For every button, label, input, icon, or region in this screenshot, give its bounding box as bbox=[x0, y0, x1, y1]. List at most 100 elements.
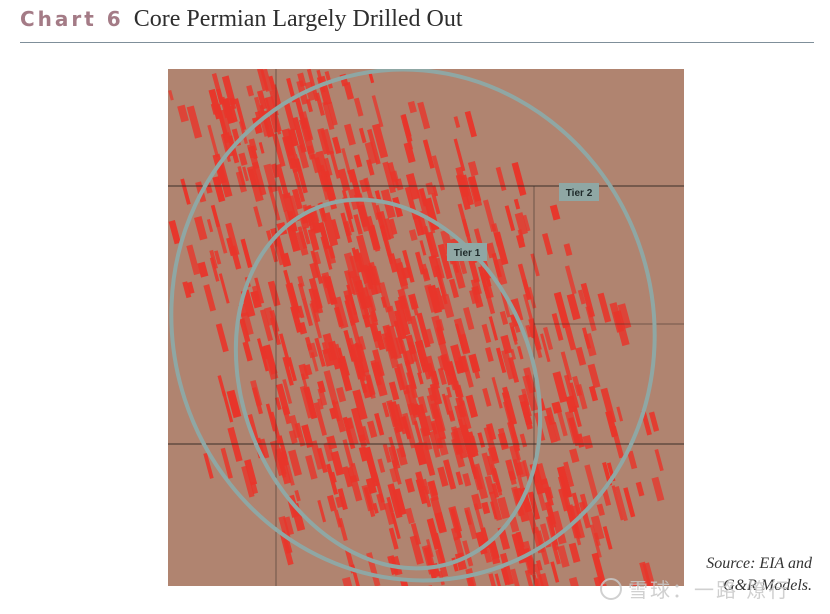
well-segment bbox=[306, 69, 320, 102]
tier-1-label: Tier 1 bbox=[454, 248, 481, 259]
well-segment bbox=[364, 141, 378, 165]
well-segment bbox=[528, 318, 542, 351]
well-segment bbox=[197, 261, 209, 278]
well-segment bbox=[579, 501, 592, 529]
well-segment bbox=[617, 303, 632, 329]
well-segment bbox=[331, 218, 341, 240]
well-segment bbox=[458, 355, 469, 373]
well-segment bbox=[430, 370, 440, 386]
well-segment bbox=[654, 449, 664, 472]
well-segment bbox=[367, 128, 381, 165]
well-segment bbox=[388, 381, 400, 401]
well-segment bbox=[297, 283, 307, 300]
well-segment bbox=[312, 221, 322, 234]
well-segment bbox=[481, 323, 492, 344]
well-segment bbox=[253, 206, 263, 228]
well-segment bbox=[522, 293, 535, 326]
well-segment bbox=[287, 128, 299, 147]
well-segment bbox=[342, 416, 356, 450]
well-segment bbox=[327, 494, 337, 512]
source-line-2: G&R Models. bbox=[723, 577, 812, 594]
well-segment bbox=[246, 85, 255, 97]
well-segment bbox=[274, 397, 282, 411]
well-segment bbox=[277, 185, 288, 212]
well-segment bbox=[356, 291, 371, 320]
well-segment bbox=[611, 485, 624, 521]
well-segment bbox=[354, 342, 364, 363]
well-segment bbox=[500, 291, 511, 318]
well-segment bbox=[563, 461, 575, 488]
well-segment bbox=[417, 101, 431, 130]
source-line-1: Source: EIA and bbox=[706, 555, 812, 572]
well-segment bbox=[558, 488, 570, 512]
well-segment bbox=[408, 293, 419, 310]
well-segment bbox=[481, 452, 493, 476]
well-segment bbox=[627, 450, 638, 470]
well-segment bbox=[382, 443, 392, 463]
tier-2-label: Tier 2 bbox=[566, 188, 593, 199]
well-segment bbox=[580, 282, 596, 318]
well-segment bbox=[462, 306, 475, 331]
well-segment bbox=[396, 447, 408, 466]
well-segment bbox=[500, 334, 513, 355]
snowball-logo-icon bbox=[600, 577, 622, 600]
well-segment bbox=[330, 450, 345, 476]
well-segment bbox=[540, 333, 551, 363]
well-segment bbox=[305, 454, 318, 480]
well-segment bbox=[501, 349, 516, 380]
well-segment bbox=[207, 124, 220, 158]
well-segment bbox=[216, 161, 233, 198]
well-segment bbox=[381, 231, 393, 264]
well-segment bbox=[317, 169, 333, 201]
well-segment bbox=[511, 161, 527, 196]
well-segment bbox=[225, 222, 240, 256]
well-segment bbox=[366, 159, 375, 176]
well-segment bbox=[370, 196, 380, 221]
well-segment bbox=[455, 166, 470, 198]
well-segment bbox=[556, 465, 573, 499]
well-segment bbox=[353, 214, 363, 235]
chart-title: Core Permian Largely Drilled Out bbox=[133, 6, 463, 32]
well-segment bbox=[468, 353, 481, 373]
well-segment bbox=[320, 275, 334, 305]
well-segment bbox=[283, 516, 295, 536]
well-segment bbox=[297, 275, 305, 288]
well-segment bbox=[300, 373, 311, 399]
well-segment bbox=[327, 101, 338, 126]
well-segment bbox=[551, 313, 564, 341]
well-segment bbox=[394, 178, 404, 191]
well-segment bbox=[415, 403, 431, 437]
well-segment bbox=[324, 70, 333, 89]
well-segment bbox=[394, 299, 411, 336]
well-segment bbox=[475, 531, 488, 555]
well-segment bbox=[282, 192, 297, 221]
well-segment bbox=[237, 166, 246, 186]
well-segment bbox=[307, 228, 320, 251]
well-segment bbox=[341, 189, 354, 220]
well-segment bbox=[352, 389, 368, 421]
well-segment bbox=[473, 228, 483, 247]
well-segment bbox=[560, 351, 573, 381]
well-segment bbox=[208, 88, 223, 120]
well-segment bbox=[344, 293, 360, 324]
well-segment bbox=[353, 154, 363, 168]
well-segment bbox=[516, 461, 528, 478]
well-segment bbox=[462, 540, 474, 567]
well-segment bbox=[432, 184, 439, 197]
well-segment bbox=[505, 459, 517, 481]
well-segment bbox=[203, 284, 217, 312]
well-segment bbox=[303, 364, 313, 376]
well-segment bbox=[508, 421, 520, 447]
well-segment bbox=[430, 420, 444, 449]
well-segment bbox=[210, 204, 221, 228]
well-segment bbox=[435, 287, 445, 310]
well-segment bbox=[220, 447, 233, 479]
well-segment bbox=[425, 328, 435, 345]
well-segment bbox=[407, 100, 417, 114]
well-segment bbox=[495, 166, 507, 191]
well-segment bbox=[533, 472, 540, 484]
well-segment bbox=[294, 489, 301, 502]
well-segment bbox=[390, 512, 401, 540]
well-segment bbox=[572, 405, 582, 428]
well-segment bbox=[537, 492, 547, 511]
